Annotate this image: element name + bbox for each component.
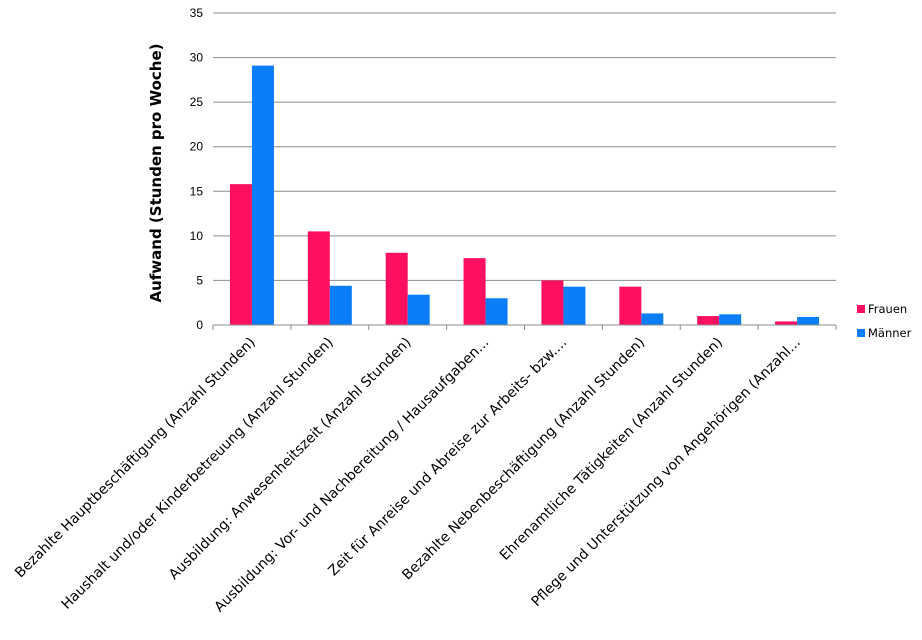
bar-männer [251,65,274,325]
y-tick-label: 20 [190,140,204,154]
x-category-label: Pflege und Unterstützung von Angehörigen… [529,335,804,610]
y-axis-ticks: 0 5 10 15 20 25 30 35 [190,6,204,332]
bars [229,65,820,325]
y-tick-label: 5 [196,273,203,287]
y-tick-label: 30 [190,51,204,65]
bar-frauen [619,286,642,325]
bar-frauen [775,321,798,325]
legend-swatch-männer [857,329,865,337]
bar-männer [329,285,352,325]
bar-männer [407,294,430,325]
legend: Frauen Männer [857,302,912,340]
bar-frauen [463,258,486,325]
y-tick-label: 35 [190,6,204,20]
bar-männer [719,314,742,325]
bar-frauen [229,184,252,325]
x-category-label: Haushalt und/oder Kinderbetreuung (Anzah… [58,335,336,613]
y-axis-label: Aufwand (Stunden pro Woche) [147,43,165,302]
bar-frauen [385,252,408,325]
y-tick-label: 0 [196,318,203,332]
y-tick-label: 25 [190,95,204,109]
x-axis-category-labels: Bezahlte Hauptbeschäftigung (Anzahl Stun… [12,325,837,616]
legend-label-männer: Männer [868,326,912,340]
bar-männer [797,316,820,325]
y-tick-label: 15 [190,184,204,198]
bar-männer [641,313,664,325]
bar-frauen [697,316,720,325]
bar-frauen [541,280,564,325]
bar-frauen [307,231,330,325]
x-category-label: Ausbildung: Vor- und Nachbereitung / Hau… [211,335,492,616]
bar-männer [563,286,586,325]
legend-swatch-frauen [857,305,865,313]
legend-label-frauen: Frauen [868,302,907,316]
bar-männer [485,298,508,325]
gridlines [213,12,836,326]
y-tick-label: 10 [190,229,204,243]
